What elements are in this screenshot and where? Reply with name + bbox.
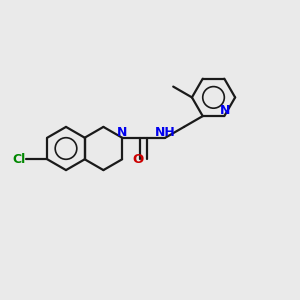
- Text: NH: NH: [155, 126, 176, 139]
- Text: Cl: Cl: [13, 153, 26, 166]
- Text: N: N: [219, 104, 230, 118]
- Text: O: O: [132, 153, 144, 167]
- Text: N: N: [117, 126, 128, 139]
